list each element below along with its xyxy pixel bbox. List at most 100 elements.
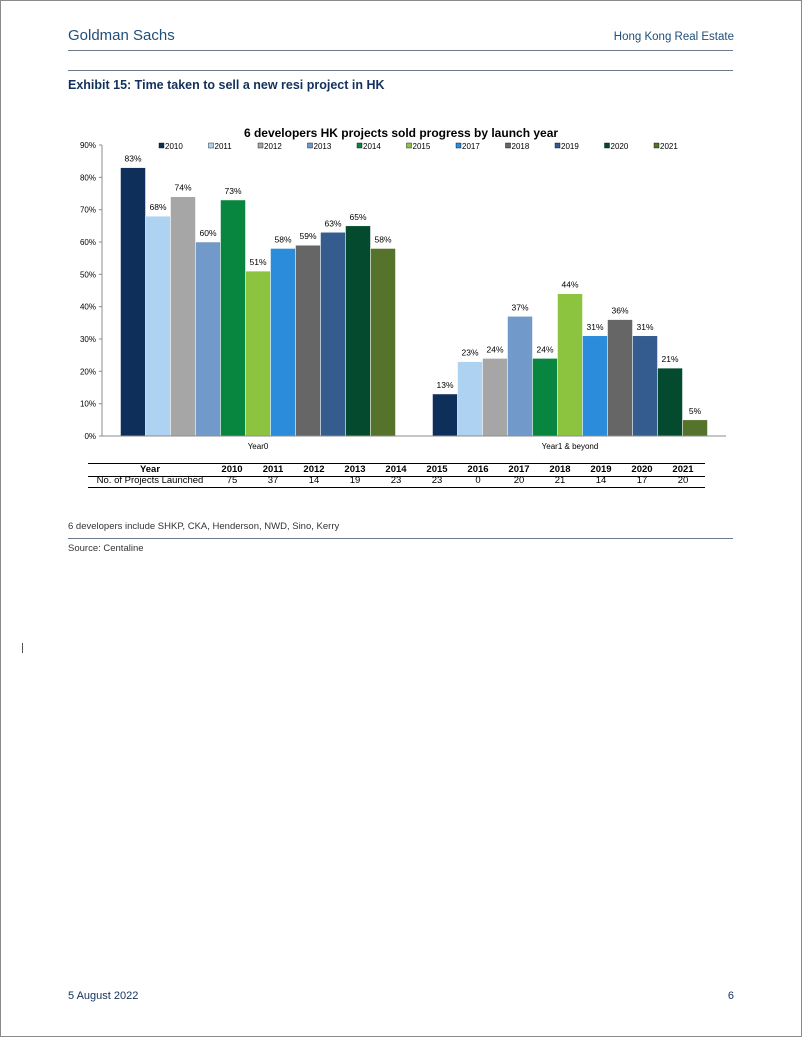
bar-data-label: 36% xyxy=(611,306,628,316)
table-count-cell: 14 xyxy=(595,475,607,486)
bar-data-label: 63% xyxy=(324,218,341,228)
legend-swatch xyxy=(505,142,511,149)
x-tick-label: Year1 & beyond xyxy=(542,442,599,451)
table-year-cell: 2016 xyxy=(467,464,489,475)
legend-swatch xyxy=(653,142,660,149)
table-count-cell: 19 xyxy=(349,475,361,486)
bar-data-label: 68% xyxy=(149,202,166,212)
table-count-cell: 20 xyxy=(513,475,525,486)
legend-swatch xyxy=(554,142,561,149)
table-year-cell: 2018 xyxy=(549,464,571,475)
bar-data-label: 83% xyxy=(124,154,141,164)
legend-label: 2011 xyxy=(215,142,233,151)
table-year-cell: 2020 xyxy=(631,464,653,475)
y-tick-label: 90% xyxy=(80,141,96,150)
legend-swatch xyxy=(307,142,313,149)
legend-swatch xyxy=(455,142,462,149)
table-header-label: Year xyxy=(139,464,161,475)
bar-data-label: 31% xyxy=(636,322,653,332)
legend-label: 2013 xyxy=(314,142,332,151)
table-count-cell: 37 xyxy=(267,475,279,486)
legend-swatch xyxy=(208,142,214,149)
table-row-label: No. of Projects Launched xyxy=(96,475,204,486)
table-count-cell: 0 xyxy=(475,475,481,486)
table-header-row: Year 2010 2011 2012 2013 2014 2015 2016 2017 201… xyxy=(88,463,705,477)
report-section: Hong Kong Real Estate xyxy=(613,31,734,43)
legend-swatch xyxy=(406,142,412,149)
bar xyxy=(532,358,558,437)
bar xyxy=(220,199,246,437)
y-tick-label: 70% xyxy=(80,206,96,215)
y-tick-label: 40% xyxy=(80,303,96,312)
header-rule xyxy=(68,50,733,51)
bar xyxy=(145,215,171,437)
legend-label: 2020 xyxy=(611,142,629,151)
bar xyxy=(320,232,346,437)
legend-label: 2012 xyxy=(264,142,282,151)
bar xyxy=(370,248,396,437)
bar-data-label: 24% xyxy=(486,344,503,354)
source-rule xyxy=(68,538,733,539)
legend-swatch xyxy=(158,142,165,149)
legend-swatch xyxy=(356,142,363,149)
bar xyxy=(195,241,221,437)
footer-date: 5 August 2022 xyxy=(68,990,139,1002)
legend-label: 2021 xyxy=(660,142,678,151)
table-year-cell: 2011 xyxy=(262,464,284,475)
bar-data-label: 51% xyxy=(249,257,266,267)
table-count-cell: 20 xyxy=(677,475,689,486)
table-year-cell: 2015 xyxy=(426,464,448,475)
bar-data-label: 37% xyxy=(511,302,528,312)
legend-label: 2019 xyxy=(561,142,579,151)
bar-data-label: 24% xyxy=(536,344,553,354)
bar-series: 83% 68% 74% 60% 73% 51% 58% 59% 63% 65% 58% 13% 23% 2… xyxy=(120,154,708,437)
table-count-cell: 17 xyxy=(636,475,648,486)
legend-label: 2010 xyxy=(165,142,183,151)
bar xyxy=(582,335,608,437)
bar-data-label: 5% xyxy=(689,406,702,416)
bar-data-label: 23% xyxy=(461,348,478,358)
y-tick-label: 10% xyxy=(80,400,96,409)
bar-data-label: 31% xyxy=(586,322,603,332)
source-note: Source: Centaline xyxy=(68,543,144,554)
x-tick-label: Year0 xyxy=(248,442,269,451)
exhibit-rule xyxy=(68,70,733,71)
bar-data-label: 58% xyxy=(274,234,291,244)
chart-title: 6 developers HK projects sold progress b… xyxy=(244,126,558,140)
legend-label: 2014 xyxy=(363,142,381,151)
bar-data-label: 21% xyxy=(661,354,678,364)
bar-data-label: 74% xyxy=(174,183,191,193)
legend-swatch xyxy=(604,142,610,149)
legend-label: 2017 xyxy=(462,142,480,151)
table-count-cell: 21 xyxy=(554,475,566,486)
bar-data-label: 65% xyxy=(349,212,366,222)
bar xyxy=(507,316,533,437)
table-count-cell: 23 xyxy=(390,475,402,486)
x-axis: Year0 Year1 & beyond xyxy=(102,435,726,451)
table-year-cell: 2012 xyxy=(303,464,325,475)
bar xyxy=(682,419,708,437)
table-count-cell: 23 xyxy=(431,475,443,486)
bar xyxy=(295,244,321,437)
bar-chart: 6 developers HK projects sold progress b… xyxy=(80,126,726,451)
bar-data-label: 13% xyxy=(436,380,453,390)
bar xyxy=(632,335,658,437)
margin-mark xyxy=(22,643,23,653)
chart-legend: 2010 2011 2012 2013 2014 2015 2017 2018 2019 2020… xyxy=(158,142,678,151)
table-year-cell: 2013 xyxy=(344,464,366,475)
table-row: No. of Projects Launched 75 37 14 19 23 23 0 20… xyxy=(88,475,705,488)
legend-swatch xyxy=(257,142,264,149)
table-year-cell: 2014 xyxy=(385,464,407,475)
footnote: 6 developers include SHKP, CKA, Henderso… xyxy=(68,521,340,532)
y-tick-label: 50% xyxy=(80,270,96,279)
table-year-cell: 2017 xyxy=(508,464,530,475)
bar-data-label: 44% xyxy=(561,280,578,290)
bar xyxy=(432,393,458,437)
legend-label: 2015 xyxy=(413,142,431,151)
table-year-cell: 2019 xyxy=(590,464,612,475)
bar-data-label: 73% xyxy=(224,186,241,196)
bar xyxy=(245,270,271,437)
bar xyxy=(557,293,583,437)
y-tick-label: 20% xyxy=(80,367,96,376)
brand-name: Goldman Sachs xyxy=(68,27,175,44)
